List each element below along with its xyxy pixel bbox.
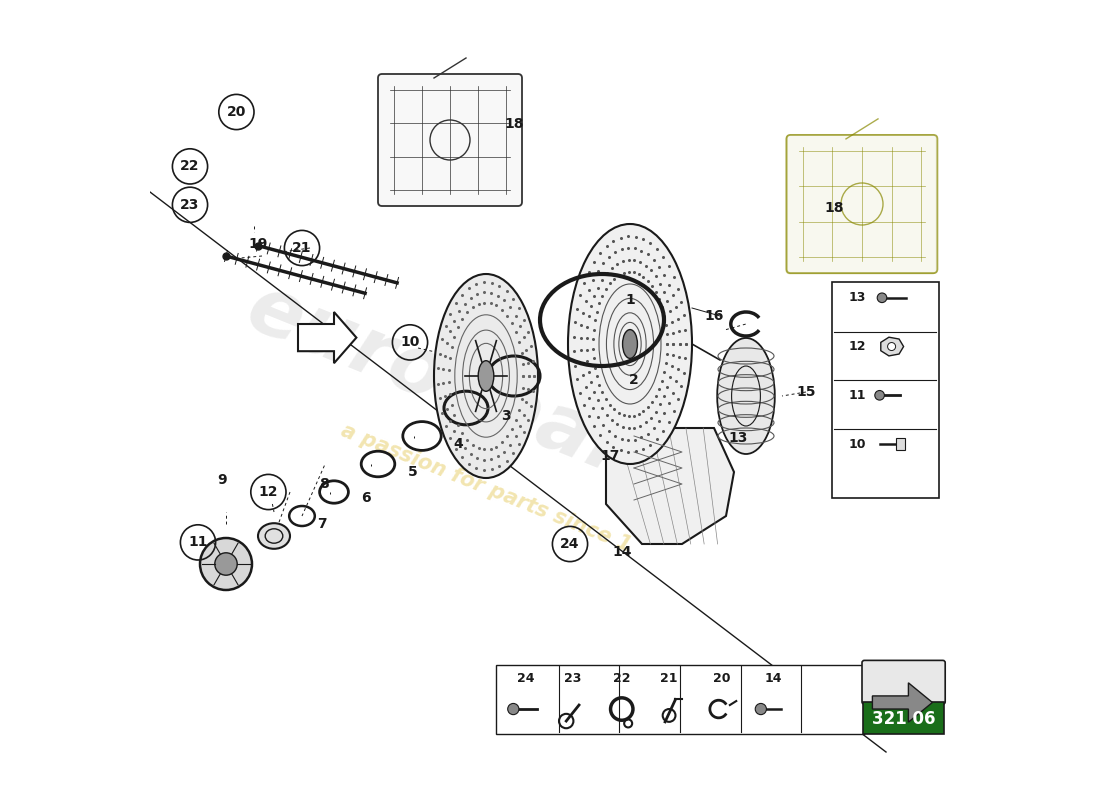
Text: 20: 20 (713, 672, 730, 685)
Ellipse shape (258, 523, 290, 549)
FancyBboxPatch shape (496, 665, 864, 734)
Circle shape (508, 703, 519, 714)
Text: 13: 13 (848, 291, 866, 304)
Text: 19: 19 (249, 237, 267, 251)
Text: 17: 17 (601, 449, 619, 463)
FancyBboxPatch shape (862, 660, 945, 704)
Text: 10: 10 (400, 335, 420, 350)
Text: 22: 22 (613, 672, 630, 685)
Text: 2: 2 (629, 373, 639, 387)
Text: 16: 16 (704, 309, 724, 323)
Text: 18: 18 (824, 201, 844, 215)
Text: 8: 8 (319, 477, 329, 491)
Text: 24: 24 (517, 672, 534, 685)
Text: 3: 3 (502, 409, 510, 423)
FancyBboxPatch shape (786, 135, 937, 273)
Ellipse shape (200, 538, 252, 590)
Text: 11: 11 (188, 535, 208, 550)
Text: 321 06: 321 06 (872, 710, 935, 727)
FancyBboxPatch shape (378, 74, 522, 206)
Circle shape (756, 703, 767, 714)
Text: 21: 21 (293, 241, 311, 255)
Text: 9: 9 (217, 473, 227, 487)
Text: 14: 14 (764, 672, 782, 685)
FancyBboxPatch shape (786, 135, 936, 274)
Circle shape (874, 390, 884, 400)
Text: 18: 18 (504, 117, 524, 131)
Ellipse shape (717, 338, 774, 454)
Polygon shape (881, 337, 903, 356)
Text: 22: 22 (180, 159, 200, 174)
Ellipse shape (478, 361, 494, 391)
Text: eurospares: eurospares (235, 269, 737, 531)
Text: 23: 23 (180, 198, 200, 212)
Text: 20: 20 (227, 105, 246, 119)
Text: 7: 7 (317, 517, 327, 531)
Text: 23: 23 (564, 672, 581, 685)
Text: 12: 12 (848, 340, 866, 353)
Text: 13: 13 (728, 431, 748, 446)
Text: 21: 21 (660, 672, 678, 685)
Text: 4: 4 (453, 437, 463, 451)
Ellipse shape (434, 274, 538, 478)
Ellipse shape (623, 330, 637, 358)
FancyBboxPatch shape (862, 702, 945, 734)
Text: a passion for parts since 1: a passion for parts since 1 (338, 420, 635, 556)
Text: 5: 5 (407, 465, 417, 479)
Circle shape (888, 342, 895, 350)
Text: 14: 14 (613, 545, 631, 559)
Polygon shape (606, 428, 734, 544)
Text: 15: 15 (796, 385, 816, 399)
Ellipse shape (568, 224, 692, 464)
Text: 24: 24 (560, 537, 580, 551)
Text: 1: 1 (625, 293, 635, 307)
Text: 11: 11 (848, 389, 866, 402)
Polygon shape (304, 323, 350, 352)
Text: 10: 10 (848, 438, 866, 450)
Text: 6: 6 (361, 490, 371, 505)
Polygon shape (298, 312, 356, 363)
Polygon shape (872, 682, 933, 722)
FancyBboxPatch shape (832, 282, 938, 498)
FancyBboxPatch shape (895, 438, 905, 450)
Circle shape (877, 293, 887, 302)
Ellipse shape (214, 553, 238, 575)
Text: 12: 12 (258, 485, 278, 499)
